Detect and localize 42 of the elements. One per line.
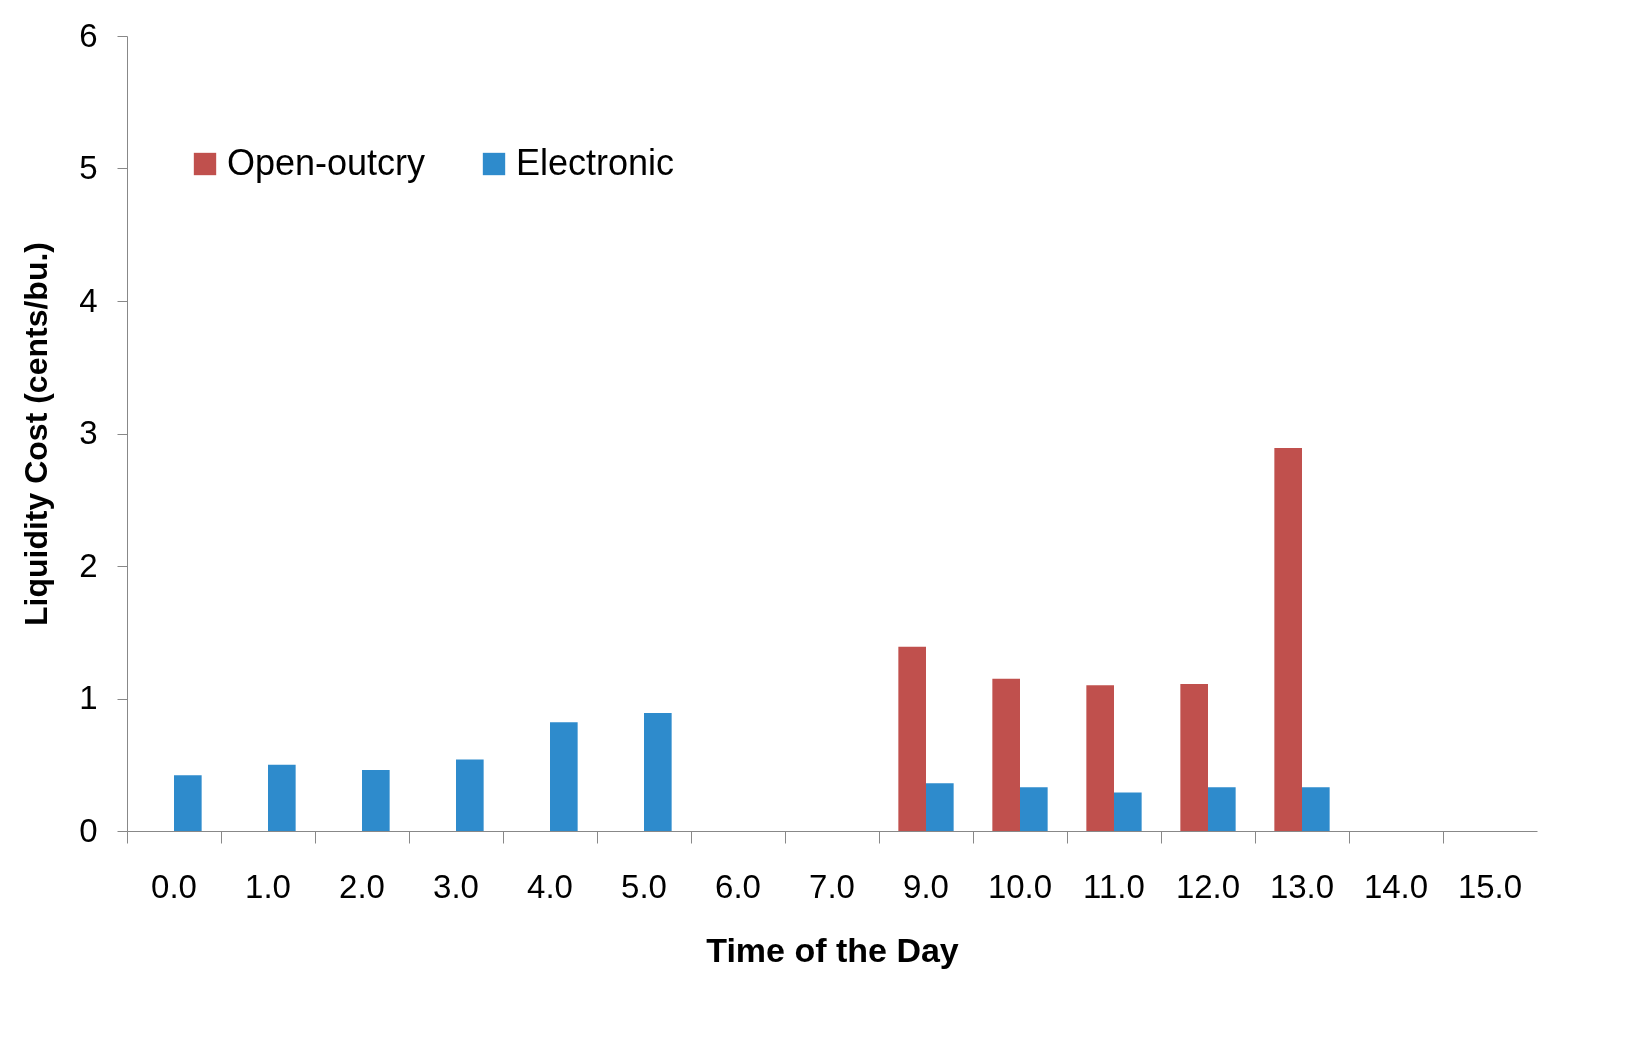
x-tick-label: 6.0 (715, 867, 761, 905)
bar (644, 713, 672, 831)
bar (550, 722, 578, 831)
y-tick-label: 6 (79, 16, 98, 54)
x-tick-label: 0.0 (151, 867, 197, 905)
x-tick-label: 2.0 (339, 867, 385, 905)
bar (1180, 683, 1208, 831)
bar (1086, 685, 1114, 831)
x-axis-title: Time of the Day (706, 930, 959, 969)
bar (898, 646, 926, 831)
x-tick-label: 4.0 (527, 867, 573, 905)
y-axis-title: Liquidity Cost (cents/bu.) (18, 242, 55, 626)
x-tick-label: 3.0 (433, 867, 479, 905)
x-tick-label: 14.0 (1363, 867, 1429, 905)
x-tick-label: 13.0 (1269, 867, 1335, 905)
x-tick-label: 7.0 (809, 867, 855, 905)
bar (926, 783, 954, 831)
bar (362, 770, 390, 831)
y-tick-label: 0 (79, 811, 98, 849)
legend-label: Open-outcry (227, 142, 426, 183)
y-tick-label: 5 (79, 149, 98, 186)
x-tick-label: 11.0 (1083, 867, 1145, 905)
bar (992, 678, 1020, 831)
x-tick-label: 5.0 (621, 867, 667, 905)
x-tick-label: 1.0 (245, 867, 291, 905)
y-tick-label: 3 (79, 414, 98, 451)
bar (1208, 787, 1236, 831)
bar (174, 775, 202, 831)
y-tick-label: 2 (79, 546, 98, 584)
x-tick-label: 15.0 (1457, 867, 1523, 905)
x-tick-label: 12.0 (1175, 867, 1241, 905)
bar (268, 764, 296, 831)
legend-label: Electronic (516, 142, 675, 183)
bar (456, 759, 484, 831)
bar (1114, 792, 1142, 831)
y-tick-label: 4 (79, 281, 98, 319)
x-tick-label: 10.0 (987, 867, 1053, 905)
bar (1274, 448, 1302, 831)
y-tick-label: 1 (79, 679, 98, 716)
bar (1020, 787, 1048, 831)
bar (1302, 787, 1330, 831)
x-tick-label: 9.0 (903, 867, 949, 905)
